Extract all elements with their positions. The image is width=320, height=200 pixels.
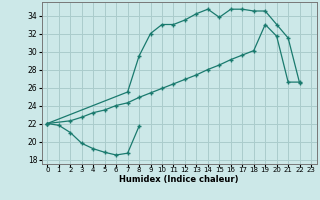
X-axis label: Humidex (Indice chaleur): Humidex (Indice chaleur) — [119, 175, 239, 184]
